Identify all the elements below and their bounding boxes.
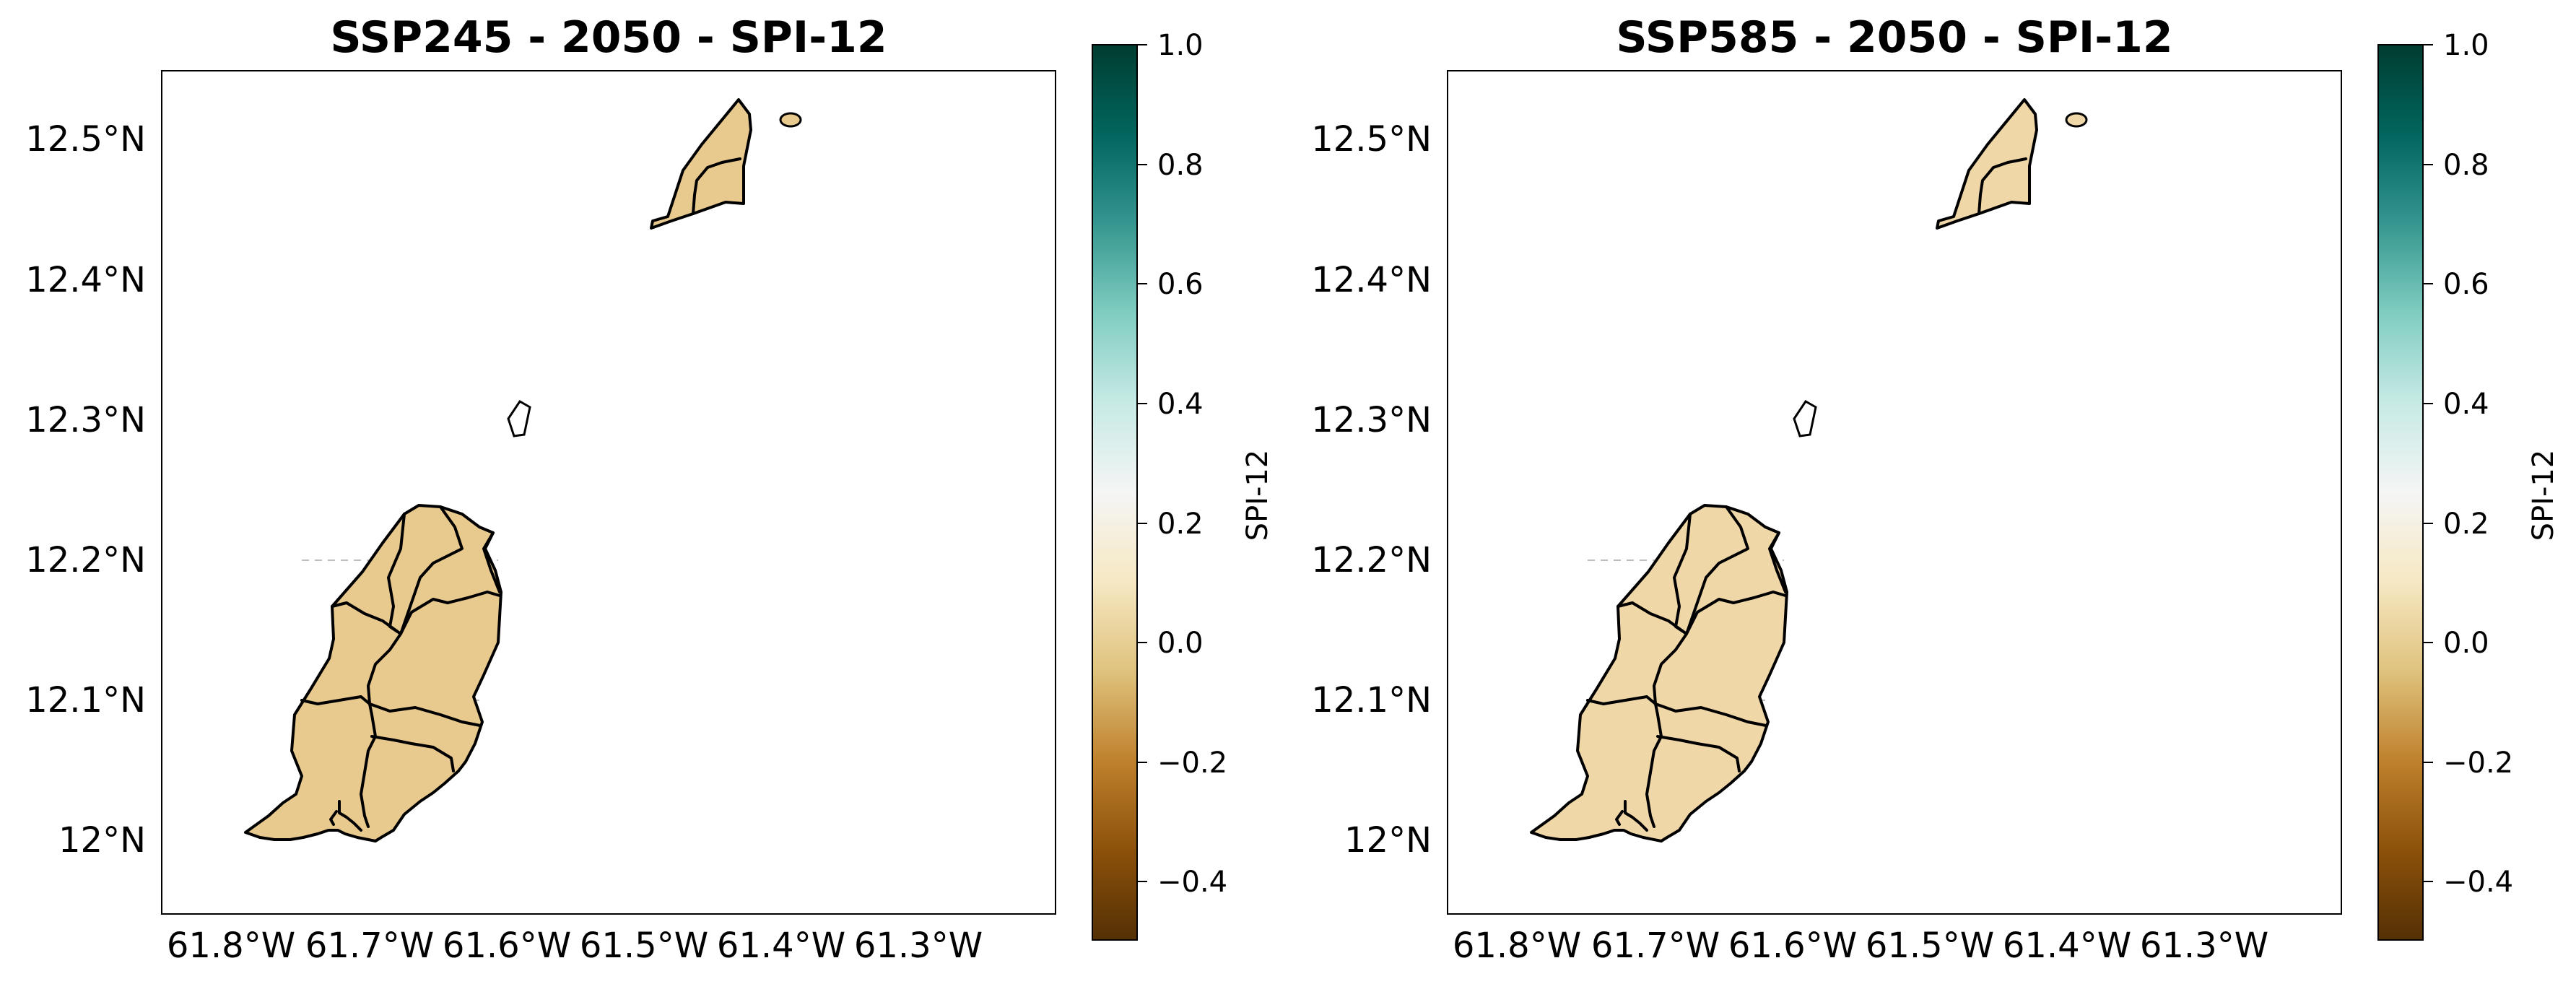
panel-title: SSP245 - 2050 - SPI-12 [330,12,887,63]
colorbar-label: SPI-12 [2527,450,2560,541]
lon-tick-label: 61.6°W [1728,926,1857,966]
colorbar-tick-label: 0.0 [2443,627,2489,660]
lat-tick-label: 12.4°N [25,260,146,300]
lat-tick-label: 12°N [58,820,146,861]
colorbar-tick-label: −0.4 [1157,866,1227,899]
lat-tick-label: 12.5°N [25,119,146,160]
lat-tick-label: 12.2°N [25,540,146,580]
colorbar-tick-label: −0.2 [2443,746,2513,780]
lat-tick-label: 12.5°N [1311,119,1432,160]
colorbar-label: SPI-12 [1241,450,1274,541]
colorbar-tick-label: 0.0 [1157,627,1204,660]
lon-tick-label: 61.4°W [717,926,845,966]
lon-tick-label: 61.8°W [1453,926,1581,966]
colorbar-tick-label: −0.4 [2443,866,2513,899]
colorbar [1092,44,1138,941]
lat-tick-label: 12°N [1344,820,1432,861]
colorbar-tick-label: −0.2 [1157,746,1227,780]
map-panel: SSP245 - 2050 - SPI-12 12.5°N 12.4°N 12.3°N… [25,12,1274,966]
map-panel: SSP585 - 2050 - SPI-12 12.5°N 12.4°N 12.3°N… [1311,12,2560,966]
colorbar-tick-label: 0.6 [2443,268,2489,301]
map-frame [1447,70,2342,915]
lon-tick-label: 61.7°W [305,926,434,966]
islet [2065,112,2088,128]
panel-title: SSP585 - 2050 - SPI-12 [1616,12,2172,63]
colorbar [2377,44,2424,941]
lon-tick-label: 61.8°W [167,926,295,966]
colorbar-tick-label: 0.2 [1157,508,1204,541]
lat-tick-label: 12.3°N [1311,400,1432,440]
lon-tick-label: 61.3°W [854,926,983,966]
colorbar-tick-label: 0.8 [2443,149,2489,182]
lat-tick-label: 12.3°N [25,400,146,440]
lat-tick-label: 12.1°N [25,680,146,720]
colorbar-tick-label: 0.4 [2443,388,2489,421]
lon-tick-label: 61.5°W [1866,926,1994,966]
colorbar-tick-label: 0.2 [2443,508,2489,541]
lon-tick-label: 61.6°W [443,926,571,966]
lon-tick-label: 61.7°W [1591,926,1720,966]
colorbar-tick-label: 0.4 [1157,388,1204,421]
map-frame [161,70,1056,915]
colorbar-tick-label: 1.0 [2443,29,2489,62]
islet-outline [1793,400,1817,437]
lon-tick-label: 61.5°W [580,926,708,966]
lat-tick-label: 12.4°N [1311,260,1432,300]
islet [779,112,802,128]
colorbar-tick-label: 1.0 [1157,29,1204,62]
colorbar-tick-label: 0.6 [1157,268,1204,301]
colorbar-tick-label: 0.8 [1157,149,1204,182]
lon-tick-label: 61.4°W [2003,926,2131,966]
islet-outline [507,400,531,437]
lat-tick-label: 12.2°N [1311,540,1432,580]
lat-tick-label: 12.1°N [1311,680,1432,720]
lon-tick-label: 61.3°W [2140,926,2268,966]
